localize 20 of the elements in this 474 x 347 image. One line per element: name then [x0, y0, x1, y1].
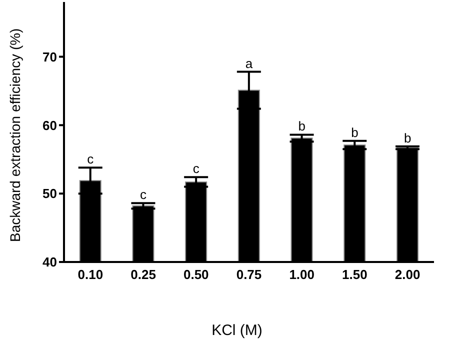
y-axis-title: Backward extraction efficiency (%)	[6, 28, 23, 242]
annotation: b	[351, 124, 358, 140]
annotation: c	[140, 187, 148, 202]
x-axis-title: KCl (M)	[210, 322, 264, 339]
annotation: c	[87, 152, 94, 167]
x-tick-label: 1.00	[289, 267, 315, 282]
y-tick-label: 60	[42, 118, 57, 133]
annotation: a	[245, 56, 254, 71]
x-tick-label: 0.50	[183, 267, 209, 282]
x-tick-label: 0.25	[130, 267, 156, 282]
y-tick-label: 70	[42, 49, 57, 64]
x-tick-label: 0.10	[78, 267, 104, 282]
y-tick-label: 50	[42, 186, 57, 202]
annotation: b	[298, 118, 306, 134]
x-tick-label: 2.00	[394, 267, 420, 282]
annotation: c	[192, 161, 200, 176]
y-tick-label: 40	[42, 254, 57, 270]
x-tick-label: 0.75	[236, 267, 262, 282]
annotation: b	[404, 130, 412, 146]
x-tick-label: 1.50	[342, 267, 368, 282]
